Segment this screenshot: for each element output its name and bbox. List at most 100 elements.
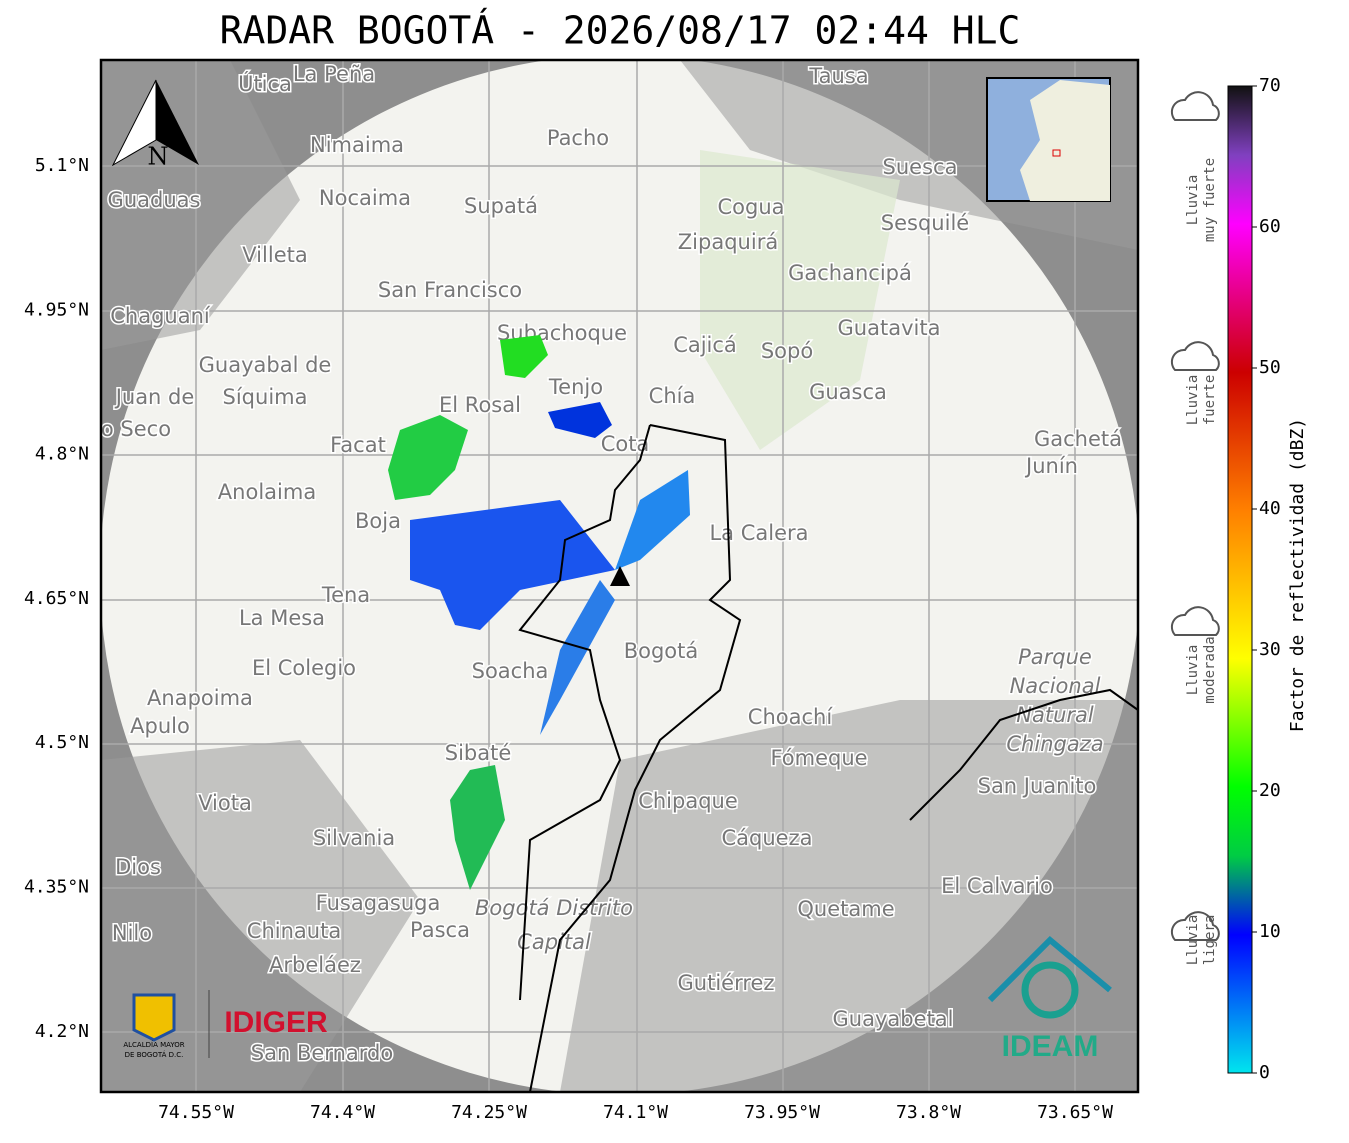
place-label: Chipaque [638,789,738,813]
park-label: Natural [1016,703,1094,727]
place-label: Arbeláez [269,953,361,977]
place-label: Suesca [883,155,958,179]
place-label: La Peña [293,62,375,86]
park-label: Chingaza [1006,732,1103,756]
place-label: Nocaima [319,186,411,210]
rain-icon [1170,606,1220,636]
place-label: Fusagasuga [316,891,441,915]
legend-label: Lluvia [1185,645,1201,696]
x-tick-label: 73.65°W [1037,1102,1113,1123]
colorbar-tick-label: 10 [1259,921,1281,942]
colorbar-tick-label: 40 [1259,498,1281,519]
place-label: La Calera [709,521,808,545]
place-label: Bogotá [624,639,699,663]
place-label: Útica [238,71,292,96]
colorbar-tick-label: 0 [1259,1062,1270,1083]
place-label: Anapoima [147,686,253,710]
place-label: Sopó [761,339,813,363]
map-frame [99,58,1140,1094]
place-label: o Seco [101,417,171,441]
place-label: Guasca [809,380,887,404]
legend-label: Lluvia [1185,375,1201,426]
place-label: San Francisco [378,278,522,302]
place-label: Cogua [717,195,784,219]
place-label: Nilo [112,921,152,945]
place-label: El Calvario [941,874,1053,898]
place-label: Dios [115,855,161,879]
place-label: Gachancipá [788,261,912,285]
place-label: Guatavita [838,316,941,340]
place-label: Pacho [547,126,609,150]
place-label: Subachoque [497,321,627,345]
place-label: Anolaima [218,480,316,504]
place-label: Junín [1024,454,1078,478]
x-tick-label: 74.55°W [158,1102,234,1123]
place-label: Síquima [223,385,308,409]
y-tick-label: 4.95°N [24,299,89,320]
rain-icon [1170,341,1220,371]
place-label: Silvania [313,826,395,850]
rain-icon [1170,911,1220,941]
legend-label: ligera [1202,915,1218,966]
y-tick-label: 4.8°N [35,444,89,465]
logo-text: ALCALDÍA MAYOR [123,1040,184,1049]
radar-site [610,566,630,586]
place-label: Sibaté [445,741,512,765]
y-tick-label: 5.1°N [35,155,89,176]
x-tick-label: 74.4°W [310,1102,375,1123]
colorbar-tick-label: 20 [1259,780,1281,801]
place-label: El Rosal [439,393,521,417]
y-tick-label: 4.35°N [24,877,89,898]
graticule [101,60,1138,1092]
north-label: N [148,143,169,171]
north-arrow: N [111,79,199,171]
x-tick-label: 73.8°W [896,1102,961,1123]
place-label: Supatá [464,194,538,218]
y-tick-label: 4.2°N [35,1021,89,1042]
rain-icon [1170,91,1220,121]
place-label: Gutiérrez [678,971,775,995]
title: RADAR BOGOTÁ - 2026/08/17 02:44 HLC [220,9,1021,53]
district-label: Bogotá Distrito [475,896,633,920]
x-tick-label: 74.25°W [451,1102,527,1123]
place-label: Quetame [797,897,894,921]
place-label: Guayabal de [199,353,332,377]
logo-text: DE BOGOTÁ D.C. [125,1050,184,1059]
place-label: Viota [198,791,252,815]
place-label: San Juanito [978,774,1097,798]
colorbar-tick-label: 30 [1259,639,1281,660]
place-label: Fómeque [770,746,867,770]
legend-label: fuerte [1202,375,1218,426]
logos: ALCALDÍA MAYOR DE BOGOTÁ D.C. IDIGER IDE… [123,935,1112,1063]
colorbar-tick-label: 70 [1259,75,1281,96]
place-label: Cajicá [673,333,737,357]
legend-label: Lluvia [1185,175,1201,226]
place-label: El Colegio [252,656,356,680]
legend-label: Lluvia [1185,915,1201,966]
place-label: Facat [330,433,386,457]
place-label: Pasca [410,918,470,942]
place-label: Chaguaní [110,304,211,328]
place-label: Boja [355,509,401,533]
radar-echoes [388,335,690,890]
place-label: Tausa [808,64,868,88]
place-label: Villeta [242,243,307,267]
place-label: Zipaquirá [678,230,778,254]
logo-text: IDIGER [224,1006,328,1039]
inset-map [986,77,1111,202]
place-label: La Mesa [239,606,325,630]
x-tick-label: 73.95°W [744,1102,820,1123]
place-label: Nimaima [310,133,404,157]
place-label: Guaduas [108,188,201,212]
place-label: Apulo [130,714,190,738]
place-label: Cáqueza [722,826,813,850]
district-label: Capital [517,930,591,954]
park-label: Parque [1018,645,1092,669]
place-label: Choachí [748,705,834,729]
place-label: Soacha [472,659,549,683]
colorbar-tick-label: 50 [1259,357,1281,378]
place-label: Guayabetal [833,1007,954,1031]
